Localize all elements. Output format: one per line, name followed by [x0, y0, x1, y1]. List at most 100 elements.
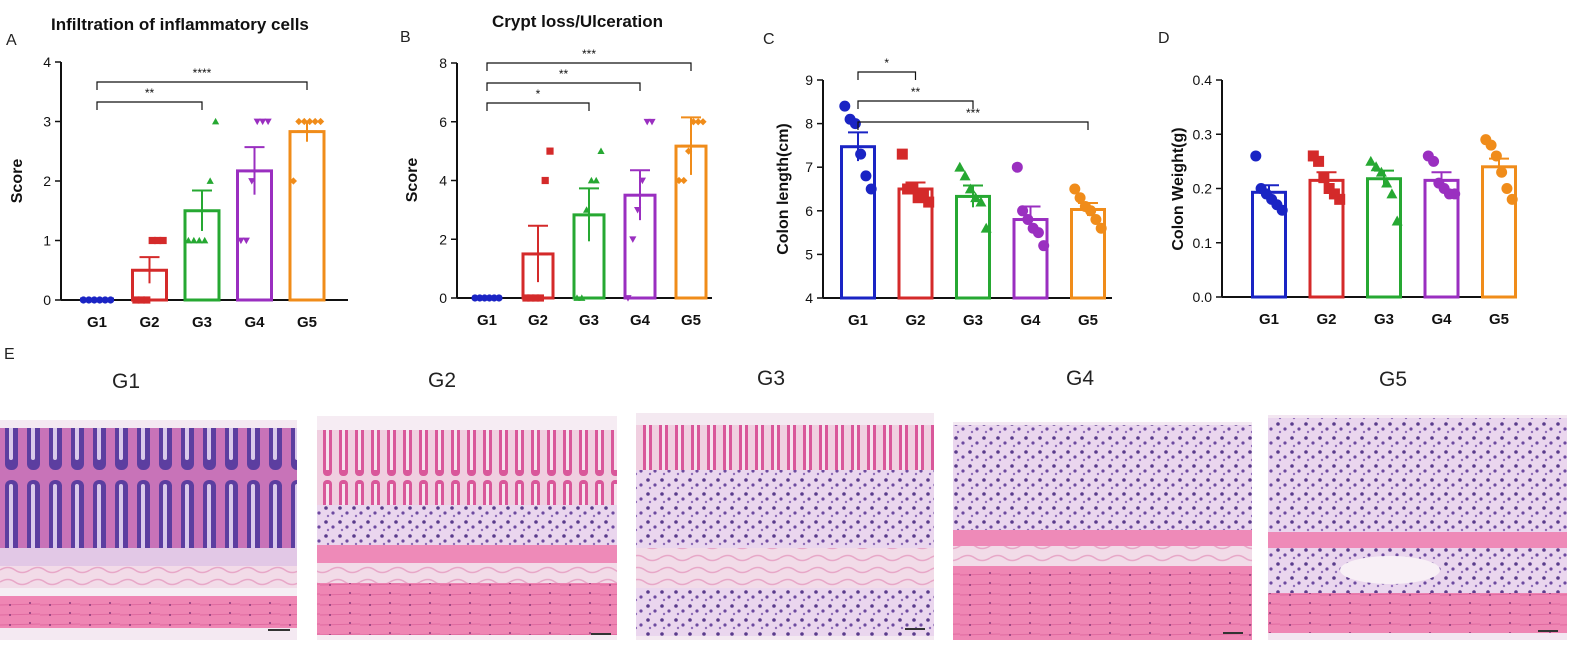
data-point-g3	[597, 147, 605, 155]
data-point-g3	[573, 294, 581, 301]
data-point-g3	[190, 236, 198, 244]
significance-bracket	[857, 121, 1089, 130]
data-point-g3	[1386, 188, 1398, 199]
chart-panel-a: A Infiltration of inflammatory cells Score…	[6, 15, 348, 331]
bar-g1	[840, 145, 876, 300]
data-point-g3	[578, 294, 586, 301]
data-point-g5	[1069, 183, 1081, 195]
x-tick-label-g1: G1	[1259, 311, 1279, 328]
significance-bracket	[96, 101, 203, 110]
y-axis-label: Score	[404, 158, 421, 203]
x-tick-label-g5: G5	[297, 314, 317, 331]
data-point-g2	[546, 147, 554, 155]
significance-bracket	[486, 102, 590, 111]
data-point-g4	[624, 295, 632, 302]
data-point-g3	[184, 236, 192, 244]
histology-label-g1: G1	[112, 370, 140, 393]
data-point-g5	[680, 176, 688, 185]
x-tick-label-g4: G4	[1431, 311, 1452, 328]
data-point-g2	[143, 296, 151, 304]
y-tick-label: 8	[805, 116, 813, 132]
histology-image-g5	[1268, 415, 1567, 640]
significance-label: **	[911, 85, 921, 99]
data-point-g3	[583, 206, 591, 213]
data-point-g4	[259, 118, 267, 126]
data-point-g5	[1496, 166, 1508, 178]
data-point-g2	[522, 294, 530, 302]
x-tick-label-g1: G1	[848, 312, 868, 329]
data-point-g5	[1090, 214, 1102, 226]
significance-label: ***	[582, 47, 596, 61]
data-point-g2	[1318, 172, 1330, 184]
significance-bracket	[857, 71, 917, 80]
y-tick-label: 4	[439, 173, 447, 189]
y-tick-label: 4	[805, 290, 813, 306]
data-point-g2	[154, 236, 162, 245]
data-point-g5	[675, 176, 683, 185]
data-point-g4	[643, 118, 651, 126]
x-tick-label-g1: G1	[87, 314, 107, 331]
data-point-g3	[1365, 155, 1377, 166]
data-point-g1	[85, 296, 93, 304]
y-tick-label: 6	[439, 114, 447, 130]
data-point-g3	[212, 117, 220, 125]
data-point-g4	[629, 236, 637, 243]
histology-image-g1	[0, 420, 297, 640]
y-axis-label: Colon Weight(g)	[1170, 127, 1187, 250]
x-tick-label-g1: G1	[477, 312, 497, 329]
data-point-g1	[1276, 204, 1288, 216]
data-point-g4	[1022, 214, 1034, 226]
data-point-g5	[311, 117, 319, 126]
x-tick-label-g2: G2	[905, 312, 925, 329]
data-point-g3	[980, 222, 992, 233]
data-point-g5	[1490, 150, 1502, 162]
significance-label: ***	[966, 106, 980, 120]
data-point-g2	[907, 183, 919, 195]
data-point-g1	[849, 118, 861, 130]
data-point-g3	[1381, 177, 1393, 188]
data-point-g5	[1485, 139, 1497, 151]
y-tick-label: 1	[43, 233, 51, 249]
data-point-g1	[90, 296, 98, 304]
x-tick-label-g2: G2	[528, 312, 548, 329]
y-tick-label: 5	[805, 246, 813, 262]
chart-title: Infiltration of inflammatory cells	[51, 15, 309, 34]
data-point-g3	[964, 183, 976, 194]
data-point-g3	[1391, 215, 1403, 226]
data-point-g1	[839, 100, 851, 112]
data-point-g5	[1095, 222, 1107, 234]
y-tick-label: 3	[43, 114, 51, 130]
data-point-g5	[300, 117, 308, 126]
data-point-g2	[917, 187, 929, 199]
data-point-g4	[1017, 205, 1029, 217]
data-point-g2	[1334, 193, 1346, 205]
significance-label: *	[884, 56, 889, 70]
data-point-g2	[896, 148, 908, 160]
data-point-g5	[1085, 205, 1097, 217]
y-tick-label: 0.0	[1193, 289, 1213, 305]
data-point-g4	[638, 177, 646, 185]
x-tick-label-g3: G3	[192, 314, 212, 331]
y-axis-label: Colon length(cm)	[775, 123, 792, 255]
bar-g5	[288, 130, 326, 302]
x-tick-label-g3: G3	[1374, 311, 1394, 328]
bar-g2	[1308, 178, 1345, 299]
x-tick-label-g2: G2	[1316, 311, 1336, 328]
data-point-g5	[689, 118, 697, 126]
chart-title: Crypt loss/Ulceration	[492, 12, 663, 31]
charts-layer: A Infiltration of inflammatory cells Score…	[6, 12, 1518, 331]
data-point-g2	[536, 294, 544, 302]
y-axis-label: Score	[9, 159, 26, 204]
data-point-g4	[237, 237, 245, 245]
panel-letter-b: B	[400, 29, 411, 46]
significance-label: **	[145, 86, 155, 100]
y-tick-label: 2	[43, 173, 51, 189]
data-point-g1	[1250, 150, 1262, 162]
data-point-g1	[79, 296, 87, 304]
panel-letter-a: A	[6, 32, 17, 49]
histology-image-g4	[953, 422, 1252, 640]
data-point-g5	[1501, 183, 1513, 194]
data-point-g2	[159, 236, 167, 245]
data-point-g5	[1074, 192, 1086, 204]
data-point-g4	[634, 206, 642, 214]
